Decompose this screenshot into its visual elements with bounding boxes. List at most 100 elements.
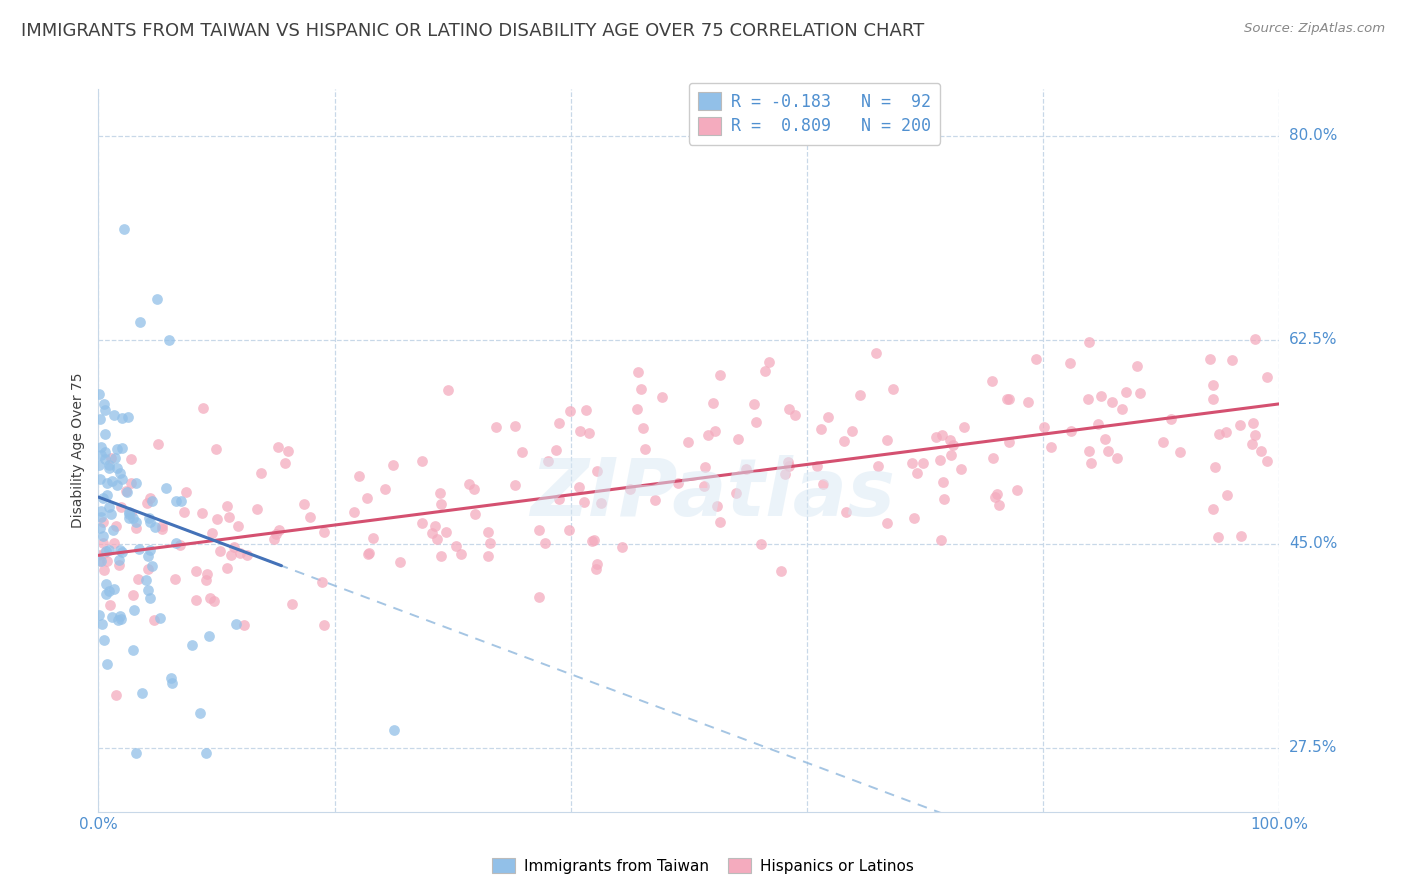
Point [568,480,591,494]
Point [446,539,468,553]
Point [1005,483,1028,498]
Point [103,523,125,537]
Point [634,442,657,456]
Point [166,536,188,550]
Point [931,427,953,442]
Point [849,388,872,402]
Point [1060,424,1083,438]
Point [111,441,134,455]
Point [1032,419,1054,434]
Point [94,445,117,459]
Point [988,498,1011,512]
Point [1125,359,1147,374]
Point [546,443,568,458]
Point [547,491,569,506]
Point [1256,453,1278,467]
Point [939,449,962,463]
Point [198,628,221,642]
Point [89,554,111,568]
Point [430,497,453,511]
Point [458,477,481,491]
Point [195,747,218,761]
Point [832,434,855,449]
Point [215,561,238,575]
Point [998,435,1021,450]
Point [1199,352,1222,367]
Point [693,459,716,474]
Point [208,543,231,558]
Point [463,483,485,497]
Point [120,452,142,467]
Point [779,459,801,474]
Point [981,450,1004,465]
Point [120,507,142,521]
Point [125,747,148,761]
Point [1077,392,1099,406]
Point [1078,334,1101,349]
Point [219,549,242,563]
Point [101,474,124,488]
Point [925,429,948,443]
Point [138,549,160,564]
Point [981,374,1004,388]
Point [124,476,146,491]
Point [93,563,115,577]
Point [411,516,433,530]
Point [122,588,145,602]
Point [411,454,433,468]
Point [110,612,132,626]
Point [356,491,378,506]
Point [983,490,1005,504]
Point [94,403,117,417]
Point [107,552,129,566]
Point [610,540,633,554]
Point [950,462,973,476]
Point [568,424,591,438]
Point [775,467,797,481]
Point [929,453,952,467]
Point [103,535,125,549]
Text: 62.5%: 62.5% [1289,332,1337,347]
Point [205,512,228,526]
Point [769,564,792,578]
Point [434,524,457,539]
Point [627,365,650,379]
Point [876,433,898,447]
Point [292,497,315,511]
Point [188,706,211,720]
Point [758,354,780,368]
Point [806,459,828,474]
Point [104,519,127,533]
Point [174,485,197,500]
Point [190,506,212,520]
Point [110,609,132,624]
Point [195,566,218,581]
Point [704,424,727,438]
Point [619,482,641,496]
Point [111,472,134,486]
Point [281,598,304,612]
Point [107,613,129,627]
Point [901,456,924,470]
Point [104,688,127,702]
Point [155,481,177,495]
Point [90,510,112,524]
Point [581,533,603,548]
Point [1152,435,1174,450]
Point [204,442,226,456]
Point [87,458,110,472]
Point [127,572,149,586]
Point [233,618,256,632]
Point [547,416,569,430]
Point [929,533,952,548]
Point [87,548,110,562]
Point [1241,416,1264,430]
Point [314,525,336,540]
Point [249,467,271,481]
Point [537,454,560,468]
Point [135,573,157,587]
Point [778,455,800,469]
Point [91,491,114,505]
Point [138,510,160,524]
Point [91,529,114,543]
